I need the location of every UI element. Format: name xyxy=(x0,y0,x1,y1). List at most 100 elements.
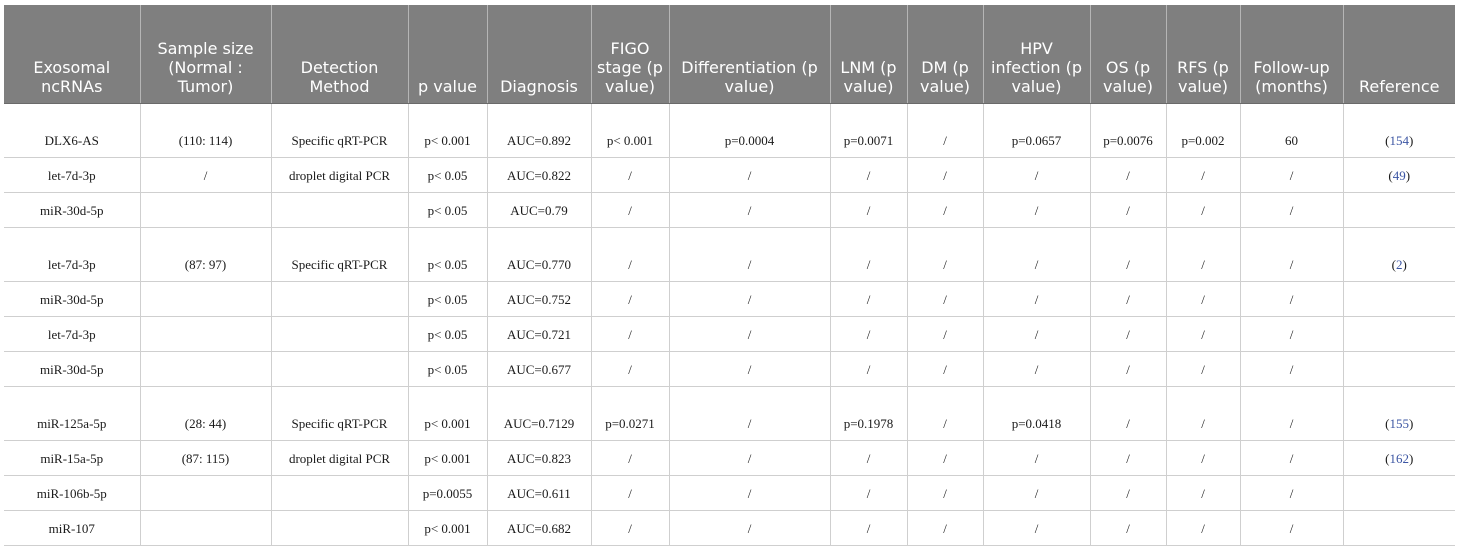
table-cell: (87: 115) xyxy=(140,440,272,476)
reference-link[interactable]: 162 xyxy=(1389,451,1410,466)
table-body: DLX6-AS (110: 114) Specific qRT-PCR p< 0.00… xyxy=(4,103,1455,546)
table-cell: let-7d-3p xyxy=(4,157,141,193)
header-detection-method: Detection Method xyxy=(271,5,409,104)
table-cell xyxy=(271,281,409,317)
table-cell: AUC=0.677 xyxy=(487,351,592,387)
table-cell: / xyxy=(1090,157,1167,193)
exosomal-ncrna-table: Exosomal ncRNAs Sample size (Normal : Tu… xyxy=(4,5,1455,546)
table-cell: / xyxy=(1240,475,1344,511)
table-cell: / xyxy=(983,440,1091,476)
table-cell: p< 0.001 xyxy=(408,440,488,476)
header-row: Exosomal ncRNAs Sample size (Normal : Tu… xyxy=(4,5,1455,104)
table-row: miR-30d-5p p< 0.05 AUC=0.752// / / / / / / xyxy=(4,281,1455,317)
table-cell: p< 0.05 xyxy=(408,281,488,317)
table-cell: p=0.0076 xyxy=(1090,103,1167,158)
table-cell: / xyxy=(830,157,908,193)
reference-cell: (162) xyxy=(1343,440,1455,476)
table-row: let-7d-3p (87: 97) Specific qRT-PCR p< 0.05… xyxy=(4,227,1455,282)
table-cell: / xyxy=(1090,192,1167,228)
reference-link[interactable]: 2 xyxy=(1396,257,1403,272)
header-rfs: RFS (p value) xyxy=(1166,5,1241,104)
table-row: miR-106b-5p p=0.0055 AUC=0.611// / / / / / / xyxy=(4,475,1455,511)
table-cell: Specific qRT-PCR xyxy=(271,227,409,282)
table-cell: AUC=0.770 xyxy=(487,227,592,282)
table-row: miR-30d-5p p< 0.05 AUC=0.79// / / / / / / xyxy=(4,192,1455,228)
table-cell: / xyxy=(669,157,831,193)
table-cell: / xyxy=(983,157,1091,193)
table-cell: p< 0.05 xyxy=(408,157,488,193)
reference-cell xyxy=(1343,351,1455,387)
header-exosomal-ncrnas: Exosomal ncRNAs xyxy=(4,5,141,104)
reference-cell xyxy=(1343,475,1455,511)
header-sample-size: Sample size (Normal : Tumor) xyxy=(140,5,272,104)
table-cell: p=0.1978 xyxy=(830,386,908,441)
reference-cell: (155) xyxy=(1343,386,1455,441)
table-cell: / xyxy=(830,351,908,387)
reference-link[interactable]: 49 xyxy=(1392,168,1406,183)
table-cell: 60 xyxy=(1240,103,1344,158)
table-cell: AUC=0.721 xyxy=(487,316,592,352)
reference-link[interactable]: 154 xyxy=(1389,133,1410,148)
table-cell: / xyxy=(1166,351,1241,387)
table-cell: / xyxy=(591,351,670,387)
table-cell: / xyxy=(907,281,984,317)
table-cell: p=0.0418 xyxy=(983,386,1091,441)
table-cell: / xyxy=(907,386,984,441)
reference-cell: (49) xyxy=(1343,157,1455,193)
table-cell: / xyxy=(591,192,670,228)
table-cell: / xyxy=(907,351,984,387)
table-cell: / xyxy=(983,281,1091,317)
table-row: let-7d-3p p< 0.05 AUC=0.721// / / / / / / xyxy=(4,316,1455,352)
table-cell: / xyxy=(1240,316,1344,352)
header-differentiation: Differentiation (p value) xyxy=(669,5,831,104)
table-cell: / xyxy=(669,281,831,317)
table-cell: Specific qRT-PCR xyxy=(271,386,409,441)
table-cell: / xyxy=(669,351,831,387)
table-cell: / xyxy=(591,227,670,282)
table-cell: / xyxy=(830,227,908,282)
table-cell xyxy=(140,510,272,546)
table-cell: / xyxy=(669,440,831,476)
table-cell: / xyxy=(591,316,670,352)
table-row: miR-15a-5p (87: 115) droplet digital PCR p<… xyxy=(4,440,1455,476)
table-cell: miR-106b-5p xyxy=(4,475,141,511)
header-follow-up: Follow-up (months) xyxy=(1240,5,1344,104)
header-reference: Reference xyxy=(1343,5,1455,104)
table-cell: p< 0.001 xyxy=(591,103,670,158)
table-cell: / xyxy=(907,157,984,193)
table-cell: / xyxy=(907,440,984,476)
table-cell: miR-15a-5p xyxy=(4,440,141,476)
table-cell xyxy=(271,351,409,387)
table-cell: / xyxy=(1166,386,1241,441)
table-cell: let-7d-3p xyxy=(4,316,141,352)
table-cell: / xyxy=(830,440,908,476)
table-cell: p=0.0071 xyxy=(830,103,908,158)
reference-link[interactable]: 155 xyxy=(1389,416,1410,431)
table-cell: / xyxy=(1166,440,1241,476)
table-cell: DLX6-AS xyxy=(4,103,141,158)
table-cell: / xyxy=(140,157,272,193)
header-hpv-infection: HPV infection (p value) xyxy=(983,5,1091,104)
table-cell: / xyxy=(591,510,670,546)
table-cell: / xyxy=(1166,157,1241,193)
table-cell: p< 0.05 xyxy=(408,192,488,228)
table-cell: / xyxy=(830,316,908,352)
header-lnm: LNM (p value) xyxy=(830,5,908,104)
table-cell: / xyxy=(1240,157,1344,193)
table-container: Exosomal ncRNAs Sample size (Normal : Tu… xyxy=(4,5,1455,546)
table-cell: p< 0.05 xyxy=(408,227,488,282)
table-cell: / xyxy=(1240,227,1344,282)
table-cell: miR-125a-5p xyxy=(4,386,141,441)
reference-cell: (154) xyxy=(1343,103,1455,158)
table-cell: p=0.0055 xyxy=(408,475,488,511)
table-cell: p< 0.001 xyxy=(408,103,488,158)
reference-cell xyxy=(1343,510,1455,546)
table-cell: / xyxy=(669,386,831,441)
header-os: OS (p value) xyxy=(1090,5,1167,104)
table-cell xyxy=(271,192,409,228)
table-cell xyxy=(140,281,272,317)
table-cell: / xyxy=(591,440,670,476)
table-cell: / xyxy=(1240,386,1344,441)
table-cell: / xyxy=(907,475,984,511)
table-cell: p=0.0004 xyxy=(669,103,831,158)
